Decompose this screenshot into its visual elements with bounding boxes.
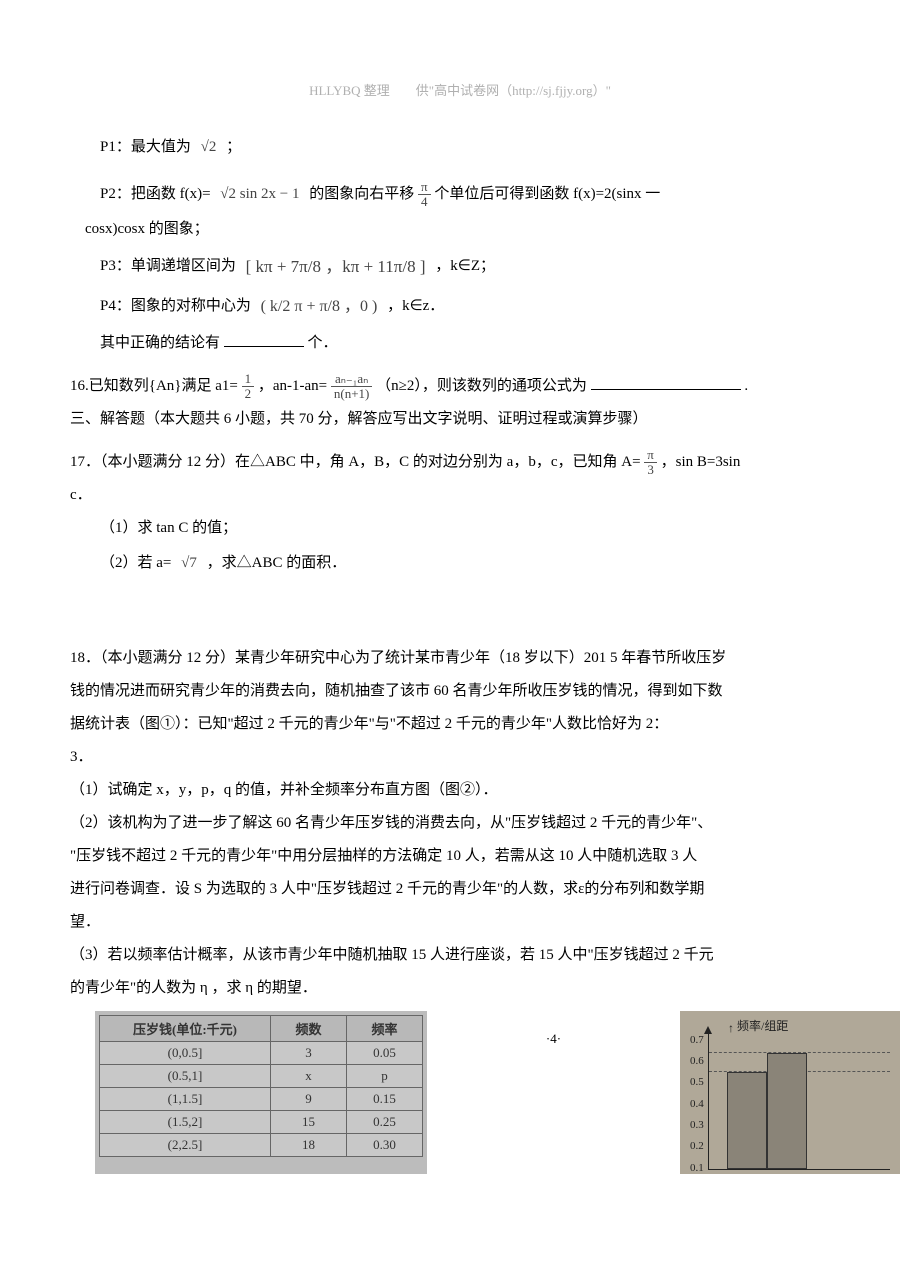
- math-sqrt2: √2: [195, 129, 223, 166]
- table-cell: (2,2.5]: [100, 1133, 271, 1156]
- text: .: [744, 378, 748, 394]
- q15-p3: P3：单调递增区间为 [ kπ + 7π/8 ，kπ + 11π/8 ] ，k∈…: [70, 246, 850, 287]
- q18-p5: （1）试确定 x，y，p，q 的值，并补全频率分布直方图（图②）．: [70, 774, 850, 807]
- q17-head-2: c．: [70, 479, 850, 512]
- table-header: 频率: [347, 1015, 423, 1041]
- q15-p2-line2: cosx)cosx 的图象；: [70, 213, 850, 246]
- q18-p4: 3．: [70, 741, 850, 774]
- math-interval: [ kπ + 7π/8 ，kπ + 11π/8 ]: [240, 246, 432, 287]
- table-cell: p: [347, 1064, 423, 1087]
- text: 个．: [308, 335, 338, 351]
- y-tick-label: 0.7: [690, 1034, 704, 1046]
- text: ，an-1-an=: [258, 378, 327, 394]
- table-cell: 3: [271, 1041, 347, 1064]
- y-tick-label: 0.5: [690, 1076, 704, 1088]
- text: 的图象向右平移: [309, 186, 414, 202]
- q18-p1: 18．（本小题满分 12 分）某青少年研究中心为了统计某市青少年（18 岁以下）…: [70, 642, 850, 675]
- text: P2：把函数 f(x)=: [100, 186, 211, 202]
- q18-p3: 据统计表（图①）：已知"超过 2 千元的青少年"与"不超过 2 千元的青少年"人…: [70, 708, 850, 741]
- frac-pi4: π 4: [418, 180, 431, 208]
- histogram-bar: [727, 1072, 767, 1168]
- q15-p4: P4：图象的对称中心为 ( k/2 π + π/8 ，0 ) ，k∈z．: [70, 287, 850, 326]
- y-tick-label: 0.4: [690, 1098, 704, 1110]
- q15-tail: 其中正确的结论有 个．: [70, 327, 850, 360]
- page-header: HLLYBQ 整理 供"高中试卷网（http://sj.fjjy.org）": [70, 80, 850, 99]
- y-tick-label: 0.2: [690, 1140, 704, 1152]
- frac-an: aₙ₋₁aₙn(n+1): [331, 372, 373, 400]
- table-cell: 0.05: [347, 1041, 423, 1064]
- q17-head: 17．（本小题满分 12 分）在△ABC 中，角 A，B，C 的对边分别为 a，…: [70, 446, 850, 479]
- table-header: 频数: [271, 1015, 347, 1041]
- table-cell: (0.5,1]: [100, 1064, 271, 1087]
- text: 17．（本小题满分 12 分）在△ABC 中，角 A，B，C 的对边分别为 a，…: [70, 454, 641, 470]
- stat-table-wrap: 压岁钱(单位:千元)频数频率 (0,0.5]30.05(0.5,1]xp(1,1…: [95, 1011, 427, 1174]
- table-row: (0.5,1]xp: [100, 1064, 423, 1087]
- q18-p9: 望．: [70, 906, 850, 939]
- arrow-up-icon: [704, 1026, 712, 1034]
- text: ，求△ABC 的面积．: [207, 555, 347, 571]
- text: P3：单调递增区间为: [100, 258, 236, 274]
- q15-p1: P1：最大值为 √2 ；: [70, 129, 850, 166]
- blank: [591, 374, 741, 390]
- q18-p11: 的青少年"的人数为 η ，求 η 的期望．: [70, 972, 850, 1005]
- q18-p7: "压岁钱不超过 2 千元的青少年"中用分层抽样的方法确定 10 人，若需从这 1…: [70, 840, 850, 873]
- frac-pi3: π3: [644, 448, 657, 476]
- y-tick-label: 0.6: [690, 1055, 704, 1067]
- text: ，sin B=3sin: [661, 454, 741, 470]
- table-cell: 9: [271, 1087, 347, 1110]
- histogram-wrap: ↑ 频率/组距 0.7 0.6 0.5 0.4 0.3 0.2 0.1: [680, 1011, 900, 1174]
- table-row: (0,0.5]30.05: [100, 1041, 423, 1064]
- table-cell: 15: [271, 1110, 347, 1133]
- bottom-figures: 压岁钱(单位:千元)频数频率 (0,0.5]30.05(0.5,1]xp(1,1…: [0, 1011, 920, 1174]
- blank: [224, 331, 304, 347]
- math-center: ( k/2 π + π/8 ，0 ): [255, 287, 384, 326]
- text: ，k∈Z；: [435, 258, 495, 274]
- text: ，k∈z．: [387, 298, 444, 314]
- text: ；: [226, 139, 241, 155]
- y-tick-label: 0.3: [690, 1119, 704, 1131]
- section-3-title: 三、解答题（本大题共 6 小题，共 70 分，解答应写出文字说明、证明过程或演算…: [70, 403, 850, 436]
- table-cell: 0.30: [347, 1133, 423, 1156]
- table-row: (2,2.5]180.30: [100, 1133, 423, 1156]
- table-cell: 0.25: [347, 1110, 423, 1133]
- table-row: (1.5,2]150.25: [100, 1110, 423, 1133]
- text: 其中正确的结论有: [100, 335, 220, 351]
- frac-half: 12: [242, 372, 255, 400]
- table-cell: 0.15: [347, 1087, 423, 1110]
- text: （2）若 a=: [100, 555, 171, 571]
- q15-p2-line1: P2：把函数 f(x)= √2 sin 2x − 1 的图象向右平移 π 4 个…: [70, 176, 850, 213]
- q18-p8: 进行问卷调查．设 S 为选取的 3 人中"压岁钱超过 2 千元的青少年"的人数，…: [70, 873, 850, 906]
- table-cell: 18: [271, 1133, 347, 1156]
- q18-p2: 钱的情况进而研究青少年的消费去向，随机抽查了该市 60 名青少年所收压岁钱的情况…: [70, 675, 850, 708]
- math-expr: √2 sin 2x − 1: [214, 176, 305, 213]
- text: P1：最大值为: [100, 139, 191, 155]
- table-header: 压岁钱(单位:千元): [100, 1015, 271, 1041]
- math-sqrt7: √7: [175, 545, 203, 582]
- table-cell: (1.5,2]: [100, 1110, 271, 1133]
- text: 16.已知数列{An}满足 a1=: [70, 378, 238, 394]
- q18-p6: （2）该机构为了进一步了解这 60 名青少年压岁钱的消费去向，从"压岁钱超过 2…: [70, 807, 850, 840]
- text: P4：图象的对称中心为: [100, 298, 251, 314]
- q17-sub1: （1）求 tan C 的值；: [70, 512, 850, 545]
- table-cell: (0,0.5]: [100, 1041, 271, 1064]
- q18-p10: （3）若以频率估计概率，从该市青少年中随机抽取 15 人进行座谈，若 15 人中…: [70, 939, 850, 972]
- chart-ylabel: ↑ 频率/组距: [690, 1017, 890, 1034]
- chart-y-axis: 0.7 0.6 0.5 0.4 0.3 0.2 0.1: [690, 1034, 708, 1174]
- page-number: ·4·: [546, 1031, 561, 1174]
- q17-sub2: （2）若 a= √7 ，求△ABC 的面积．: [70, 545, 850, 582]
- table-row: (1,1.5]90.15: [100, 1087, 423, 1110]
- text: （n≥2），则该数列的通项公式为: [376, 378, 587, 394]
- chart-plot: [708, 1034, 890, 1170]
- stat-table: 压岁钱(单位:千元)频数频率 (0,0.5]30.05(0.5,1]xp(1,1…: [99, 1015, 423, 1157]
- q16: 16.已知数列{An}满足 a1= 12 ，an-1-an= aₙ₋₁aₙn(n…: [70, 370, 850, 403]
- table-cell: (1,1.5]: [100, 1087, 271, 1110]
- table-cell: x: [271, 1064, 347, 1087]
- page-container: HLLYBQ 整理 供"高中试卷网（http://sj.fjjy.org）" P…: [0, 0, 920, 1005]
- y-tick-label: 0.1: [690, 1162, 704, 1174]
- histogram-bar: [767, 1053, 807, 1169]
- text: 个单位后可得到函数 f(x)=2(sinx 一: [434, 186, 660, 202]
